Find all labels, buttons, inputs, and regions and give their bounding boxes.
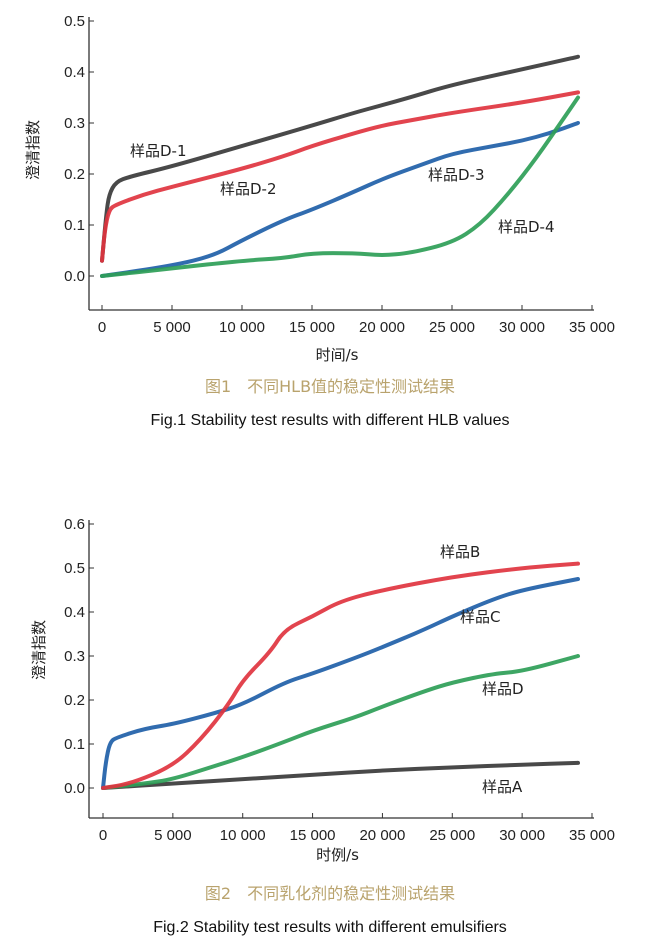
y-axis-title: 澄清指数 [24, 120, 42, 180]
figure-caption-en: Fig.2 Stability test results with differ… [153, 919, 507, 936]
y-tick-label: 0.3 [64, 115, 85, 132]
series-line [100, 121, 580, 278]
x-tick-label: 25 000 [429, 319, 475, 336]
series-line [101, 760, 581, 790]
series-label: 样品A [482, 778, 523, 796]
y-tick-label: 0.2 [64, 166, 85, 183]
chart-1: 0.0 0.1 0.2 0.3 0.4 0.5 0 5 000 10 000 15 000 20 0… [24, 13, 615, 429]
y-tick-label: 0.5 [64, 560, 85, 577]
x-tick-label: 30 000 [499, 827, 545, 844]
series-line [100, 54, 580, 263]
y-tick-label: 0.4 [64, 604, 85, 621]
y-tick-label: 0.3 [64, 648, 85, 665]
x-tick-label: 15 000 [289, 319, 335, 336]
x-axis-title: 时例/s [316, 846, 359, 864]
series-line [100, 90, 580, 263]
series-label: 样品D-1 [130, 142, 187, 160]
y-tick-label: 0.1 [64, 736, 85, 753]
y-tick-label: 0.5 [64, 13, 85, 30]
x-tick-label: 10 000 [220, 827, 266, 844]
series-label: 样品D [482, 680, 524, 698]
x-tick-label: 20 000 [359, 827, 405, 844]
x-tick-label: 10 000 [219, 319, 265, 336]
figure-caption-en: Fig.1 Stability test results with differ… [151, 412, 510, 429]
series-label: 样品D-2 [220, 180, 277, 198]
x-tick-label: 35 000 [569, 319, 615, 336]
series-label: 样品D-4 [498, 218, 555, 236]
y-tick-label: 0.2 [64, 692, 85, 709]
x-tick-label: 35 000 [569, 827, 615, 844]
x-tick-label: 0 [98, 319, 106, 336]
x-axis-title: 时间/s [316, 346, 359, 364]
x-tick-label: 30 000 [499, 319, 545, 336]
x-tick-label: 5 000 [154, 827, 192, 844]
x-tick-label: 15 000 [290, 827, 336, 844]
y-tick-label: 0.1 [64, 217, 85, 234]
figure-caption-cn: 图1 不同HLB值的稳定性测试结果 [205, 377, 455, 396]
series-label: 样品B [440, 543, 480, 561]
series-line [101, 654, 581, 790]
y-axis-title: 澄清指数 [30, 620, 48, 680]
y-tick-label: 0.0 [64, 268, 85, 285]
series-label: 样品C [460, 608, 500, 626]
x-tick-label: 5 000 [153, 319, 191, 336]
series-line [101, 577, 581, 790]
series-line [101, 561, 581, 790]
series-label: 样品D-3 [428, 166, 485, 184]
y-tick-label: 0.0 [64, 780, 85, 797]
y-tick-label: 0.6 [64, 516, 85, 533]
x-tick-label: 20 000 [359, 319, 405, 336]
y-tick-label: 0.4 [64, 64, 85, 81]
x-tick-label: 25 000 [429, 827, 475, 844]
series-line [100, 95, 580, 278]
figure-caption-cn: 图2 不同乳化剂的稳定性测试结果 [205, 884, 455, 903]
chart-2: 0.0 0.1 0.2 0.3 0.4 0.5 0.6 0 5 000 10 000 15 000 2… [30, 516, 615, 936]
x-tick-label: 0 [99, 827, 107, 844]
